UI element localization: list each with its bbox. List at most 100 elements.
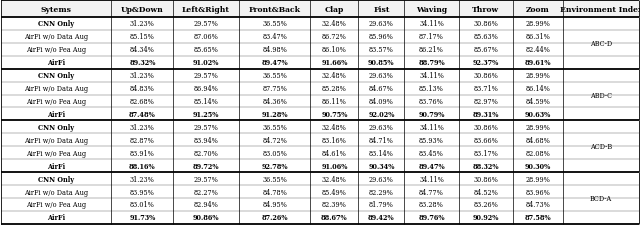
Text: 82.08%: 82.08%	[525, 149, 550, 157]
Text: 90.30%: 90.30%	[525, 162, 551, 170]
Text: 83.01%: 83.01%	[130, 200, 155, 209]
Text: 83.71%: 83.71%	[474, 85, 498, 93]
Text: 84.78%: 84.78%	[262, 188, 287, 196]
Text: 29.57%: 29.57%	[194, 123, 218, 131]
Text: 29.57%: 29.57%	[194, 72, 218, 80]
Text: 90.85%: 90.85%	[368, 59, 395, 67]
Text: 87.58%: 87.58%	[525, 214, 551, 221]
Text: 30.86%: 30.86%	[474, 72, 498, 80]
Text: 91.73%: 91.73%	[129, 214, 156, 221]
Text: 32.48%: 32.48%	[322, 72, 347, 80]
Text: 82.94%: 82.94%	[194, 200, 218, 209]
Text: 84.77%: 84.77%	[419, 188, 444, 196]
Text: 84.98%: 84.98%	[262, 46, 287, 54]
Text: 83.45%: 83.45%	[419, 149, 444, 157]
Text: 84.68%: 84.68%	[525, 136, 550, 144]
Text: 83.14%: 83.14%	[369, 149, 394, 157]
Text: 30.86%: 30.86%	[474, 123, 498, 131]
Text: AirFi w/o Fea Aug: AirFi w/o Fea Aug	[26, 200, 86, 209]
Text: 87.48%: 87.48%	[129, 110, 156, 118]
Text: Front&Back: Front&Back	[248, 5, 301, 14]
Text: 85.63%: 85.63%	[474, 33, 498, 41]
Text: 84.71%: 84.71%	[369, 136, 394, 144]
Text: 86.14%: 86.14%	[525, 85, 550, 93]
Text: 84.73%: 84.73%	[525, 200, 550, 209]
Text: 85.15%: 85.15%	[130, 33, 155, 41]
Text: 84.61%: 84.61%	[322, 149, 347, 157]
Text: AirFi w/o Fea Aug: AirFi w/o Fea Aug	[26, 98, 86, 106]
Text: 34.11%: 34.11%	[419, 20, 444, 28]
Bar	[1, 160, 639, 172]
Text: 89.31%: 89.31%	[472, 110, 499, 118]
Text: 28.99%: 28.99%	[525, 72, 550, 80]
Text: 91.28%: 91.28%	[261, 110, 288, 118]
Bar	[1, 185, 639, 198]
Text: 83.94%: 83.94%	[194, 136, 218, 144]
Text: ACD-B: ACD-B	[590, 143, 612, 151]
Text: 88.67%: 88.67%	[321, 214, 348, 221]
Text: 34.11%: 34.11%	[419, 175, 444, 183]
Text: 90.92%: 90.92%	[472, 214, 499, 221]
Text: 28.99%: 28.99%	[525, 123, 550, 131]
Text: 83.57%: 83.57%	[369, 46, 394, 54]
Text: Waving: Waving	[416, 5, 447, 14]
Text: AirFi w/o Fea Aug: AirFi w/o Fea Aug	[26, 46, 86, 54]
Text: 82.97%: 82.97%	[474, 98, 498, 106]
Text: 90.34%: 90.34%	[368, 162, 394, 170]
Text: 32.48%: 32.48%	[322, 123, 347, 131]
Text: 31.23%: 31.23%	[130, 72, 155, 80]
Text: 88.32%: 88.32%	[472, 162, 499, 170]
Text: ABC-D: ABC-D	[590, 40, 612, 48]
Text: 91.06%: 91.06%	[321, 162, 348, 170]
Text: 87.26%: 87.26%	[261, 214, 288, 221]
Bar	[1, 95, 639, 108]
Text: 30.86%: 30.86%	[474, 20, 498, 28]
Bar	[1, 82, 639, 95]
Text: 82.44%: 82.44%	[525, 46, 550, 54]
Bar	[1, 108, 639, 121]
Text: AirFi: AirFi	[47, 214, 65, 221]
Text: 31.23%: 31.23%	[130, 123, 155, 131]
Text: 89.47%: 89.47%	[418, 162, 445, 170]
Text: 84.83%: 84.83%	[130, 85, 155, 93]
Text: 90.86%: 90.86%	[193, 214, 220, 221]
Bar	[1, 44, 639, 56]
Text: 83.16%: 83.16%	[322, 136, 347, 144]
Text: 36.55%: 36.55%	[262, 175, 287, 183]
Text: 84.67%: 84.67%	[369, 85, 394, 93]
Text: 85.65%: 85.65%	[194, 46, 218, 54]
Text: 83.26%: 83.26%	[474, 200, 498, 209]
Text: 89.42%: 89.42%	[368, 214, 395, 221]
Bar	[1, 134, 639, 147]
Text: 34.11%: 34.11%	[419, 123, 444, 131]
Text: 84.95%: 84.95%	[262, 200, 287, 209]
Text: 88.79%: 88.79%	[418, 59, 445, 67]
Text: AirFi w/o Data Aug: AirFi w/o Data Aug	[24, 136, 88, 144]
Text: 85.49%: 85.49%	[322, 188, 347, 196]
Text: AirFi: AirFi	[47, 162, 65, 170]
Text: 87.17%: 87.17%	[419, 33, 444, 41]
Text: CNN Only: CNN Only	[38, 72, 74, 80]
Text: AirFi w/o Data Aug: AirFi w/o Data Aug	[24, 188, 88, 196]
Text: 32.48%: 32.48%	[322, 20, 347, 28]
Text: 83.28%: 83.28%	[419, 200, 444, 209]
Bar	[1, 69, 639, 82]
Text: 29.63%: 29.63%	[369, 72, 394, 80]
Text: 31.23%: 31.23%	[130, 175, 155, 183]
Text: 91.25%: 91.25%	[193, 110, 220, 118]
Text: 84.34%: 84.34%	[130, 46, 155, 54]
Text: 86.31%: 86.31%	[525, 33, 550, 41]
Text: 84.59%: 84.59%	[525, 98, 550, 106]
Text: CNN Only: CNN Only	[38, 175, 74, 183]
Text: 90.79%: 90.79%	[419, 110, 445, 118]
Text: 85.96%: 85.96%	[369, 33, 394, 41]
Text: 82.68%: 82.68%	[130, 98, 155, 106]
Text: 89.61%: 89.61%	[525, 59, 551, 67]
Text: 32.48%: 32.48%	[322, 175, 347, 183]
Text: 90.63%: 90.63%	[525, 110, 551, 118]
Text: 90.75%: 90.75%	[321, 110, 348, 118]
Text: 84.72%: 84.72%	[262, 136, 287, 144]
Text: 83.76%: 83.76%	[419, 98, 444, 106]
Text: Clap: Clap	[324, 5, 344, 14]
Text: 86.72%: 86.72%	[322, 33, 347, 41]
